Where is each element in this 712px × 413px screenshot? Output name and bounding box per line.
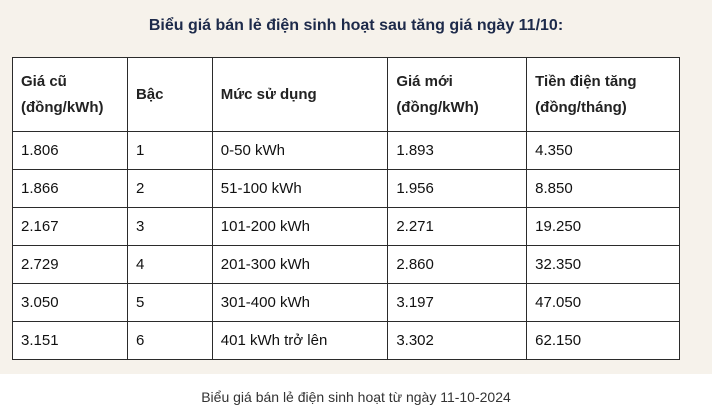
cell-usage-level: 401 kWh trở lên bbox=[211, 321, 389, 360]
table-row: 1.866 2 51-100 kWh 1.956 8.850 bbox=[12, 169, 680, 208]
table-row: 3.151 6 401 kWh trở lên 3.302 62.150 bbox=[12, 321, 680, 360]
cell-tier: 1 bbox=[126, 131, 213, 170]
cell-increase: 62.150 bbox=[526, 321, 680, 360]
cell-old-price: 1.866 bbox=[12, 169, 128, 208]
cell-usage-level: 101-200 kWh bbox=[211, 207, 389, 246]
header-old-price: Giá cũ (đồng/kWh) bbox=[12, 57, 128, 132]
cell-usage-level: 51-100 kWh bbox=[211, 169, 389, 208]
table-header-row: Giá cũ (đồng/kWh) Bậc Mức sử dụng Giá mớ… bbox=[12, 57, 680, 132]
cell-new-price: 2.271 bbox=[387, 207, 528, 246]
cell-usage-level: 0-50 kWh bbox=[211, 131, 389, 170]
cell-old-price: 3.050 bbox=[12, 283, 128, 322]
cell-old-price: 1.806 bbox=[12, 131, 128, 170]
cell-increase: 32.350 bbox=[526, 245, 680, 284]
cell-usage-level: 201-300 kWh bbox=[211, 245, 389, 284]
cell-old-price: 3.151 bbox=[12, 321, 128, 360]
header-tier: Bậc bbox=[126, 57, 213, 132]
header-increase: Tiền điện tăng (đồng/tháng) bbox=[526, 57, 680, 132]
cell-new-price: 2.860 bbox=[387, 245, 528, 284]
cell-usage-level: 301-400 kWh bbox=[211, 283, 389, 322]
cell-new-price: 1.893 bbox=[387, 131, 528, 170]
cell-increase: 4.350 bbox=[526, 131, 680, 170]
cell-increase: 19.250 bbox=[526, 207, 680, 246]
header-new-price: Giá mới (đồng/kWh) bbox=[387, 57, 528, 132]
table-row: 1.806 1 0-50 kWh 1.893 4.350 bbox=[12, 131, 680, 170]
cell-increase: 47.050 bbox=[526, 283, 680, 322]
cell-increase: 8.850 bbox=[526, 169, 680, 208]
table-row: 2.167 3 101-200 kWh 2.271 19.250 bbox=[12, 207, 680, 246]
cell-tier: 2 bbox=[126, 169, 213, 208]
cell-new-price: 3.302 bbox=[387, 321, 528, 360]
table-panel: Biểu giá bán lẻ điện sinh hoạt sau tăng … bbox=[0, 0, 712, 374]
cell-old-price: 2.729 bbox=[12, 245, 128, 284]
cell-new-price: 1.956 bbox=[387, 169, 528, 208]
cell-old-price: 2.167 bbox=[12, 207, 128, 246]
table-row: 3.050 5 301-400 kWh 3.197 47.050 bbox=[12, 283, 680, 322]
table-row: 2.729 4 201-300 kWh 2.860 32.350 bbox=[12, 245, 680, 284]
table-title: Biểu giá bán lẻ điện sinh hoạt sau tăng … bbox=[148, 17, 564, 34]
cell-tier: 3 bbox=[126, 207, 213, 246]
header-usage-level: Mức sử dụng bbox=[211, 57, 389, 132]
cell-tier: 6 bbox=[126, 321, 213, 360]
image-caption: Biểu giá bán lẻ điện sinh hoạt từ ngày 1… bbox=[201, 389, 511, 405]
cell-tier: 5 bbox=[126, 283, 213, 322]
cell-new-price: 3.197 bbox=[387, 283, 528, 322]
price-table: Giá cũ (đồng/kWh) Bậc Mức sử dụng Giá mớ… bbox=[12, 57, 680, 360]
cell-tier: 4 bbox=[126, 245, 213, 284]
